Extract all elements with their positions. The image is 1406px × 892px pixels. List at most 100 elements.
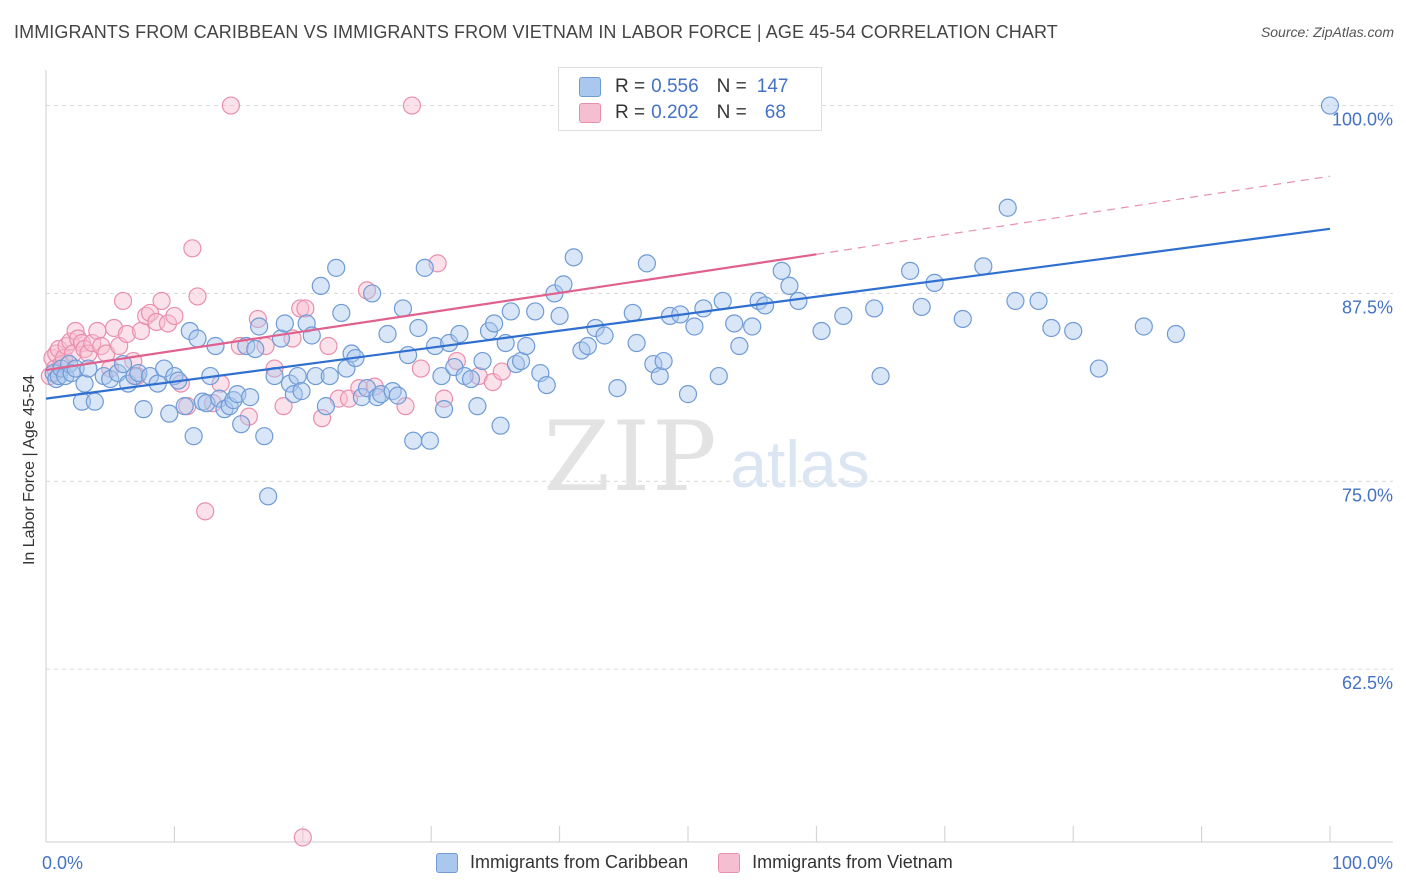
caribbean-point (953, 309, 972, 329)
caribbean-points (44, 96, 1340, 506)
caribbean-point (420, 431, 440, 450)
caribbean-point (678, 385, 698, 404)
caribbean-point (440, 333, 459, 353)
y-tick-label: 87.5% (1342, 297, 1393, 317)
caribbean-point (537, 375, 556, 395)
caribbean-point (501, 302, 520, 321)
caribbean-point (998, 198, 1017, 217)
caribbean-point (1006, 291, 1025, 311)
caribbean-point (506, 354, 526, 374)
caribbean-point (608, 379, 627, 398)
caribbean-point (743, 317, 762, 336)
caribbean-point (160, 404, 179, 423)
vietnam-point (312, 409, 332, 428)
vietnam-point (158, 314, 178, 333)
vietnam-point (196, 502, 215, 521)
vietnam-point (296, 299, 315, 318)
caribbean-point (271, 329, 291, 348)
caribbean-n-value: 147 (756, 76, 789, 97)
caribbean-r-value: 0.556 (651, 76, 699, 97)
vietnam-point (411, 359, 431, 378)
caribbean-point (650, 366, 669, 386)
caribbean-point (1166, 324, 1186, 344)
caribbean-point (623, 303, 642, 323)
caribbean-trend-line (45, 227, 1331, 400)
caribbean-point (627, 333, 646, 353)
vietnam-point (131, 321, 151, 341)
caribbean-point (288, 366, 307, 386)
caribbean-point (180, 321, 199, 341)
caribbean-point (564, 248, 583, 267)
caribbean-point (912, 297, 931, 317)
caribbean-point (709, 366, 728, 386)
caribbean-point (292, 382, 311, 401)
vietnam-point (365, 377, 384, 396)
caribbean-point (511, 351, 531, 371)
vietnam-swatch (579, 103, 601, 123)
caribbean-point (491, 416, 510, 435)
caribbean-point (311, 276, 330, 296)
caribbean-point (901, 261, 920, 280)
series-legend: Immigrants from Caribbean Immigrants fro… (436, 852, 983, 873)
caribbean-point (210, 389, 229, 408)
x-tick-min: 0.0% (42, 853, 84, 873)
caribbean-point (85, 392, 104, 411)
vietnam-point (319, 336, 338, 356)
vietnam-trend-line (45, 253, 817, 372)
vietnam-point (483, 372, 502, 392)
caribbean-point (320, 366, 339, 386)
vietnam-point (434, 389, 454, 408)
caribbean-point (246, 339, 265, 359)
caribbean-point (434, 400, 454, 419)
caribbean-point (409, 318, 428, 338)
y-tick-label: 75.0% (1342, 485, 1393, 505)
caribbean-point (780, 276, 799, 296)
vietnam-point (152, 291, 171, 311)
caribbean-legend-label: Immigrants from Caribbean (470, 852, 689, 872)
vietnam-point (113, 291, 133, 311)
caribbean-point (134, 400, 153, 419)
caribbean-point (595, 326, 614, 345)
y-tick-label: 62.5% (1342, 673, 1393, 693)
y-tick-label: 100.0% (1332, 110, 1393, 130)
caribbean-point (685, 317, 704, 336)
caribbean-point (275, 314, 294, 333)
caribbean-point (772, 261, 791, 280)
vietnam-point (165, 306, 184, 326)
caribbean-point (473, 351, 492, 371)
vietnam-point (221, 96, 240, 115)
legend-r-label: R = (615, 102, 646, 123)
axes (45, 70, 1393, 843)
caribbean-point (184, 427, 203, 446)
caribbean-point (404, 431, 423, 450)
source-label: Source: ZipAtlas.com (1260, 24, 1394, 40)
caribbean-point (188, 329, 207, 348)
caribbean-point (713, 291, 732, 311)
vietnam-n-value: 68 (764, 102, 786, 123)
caribbean-point (352, 388, 371, 407)
caribbean-point (75, 374, 94, 393)
vietnam-point (248, 309, 267, 329)
caribbean-point (129, 363, 148, 383)
caribbean-point (306, 366, 325, 386)
caribbean-point (865, 299, 884, 318)
vietnam-legend-swatch (718, 852, 741, 873)
caribbean-point (445, 357, 464, 377)
caribbean-point (637, 254, 657, 273)
legend-item-vietnam: Immigrants from Vietnam (718, 852, 953, 873)
caribbean-swatch (579, 77, 601, 97)
vietnam-point (239, 407, 258, 426)
caribbean-point (327, 258, 346, 277)
caribbean-point (755, 296, 775, 315)
watermark: ZIP atlas (543, 401, 869, 513)
caribbean-point (363, 284, 382, 303)
caribbean-point (485, 314, 504, 333)
trend-lines (45, 175, 1331, 400)
vietnam-point (188, 287, 207, 306)
caribbean-point (526, 302, 545, 321)
caribbean-point (1029, 291, 1048, 311)
caribbean-point (450, 324, 469, 344)
caribbean-point (725, 314, 744, 333)
caribbean-point (550, 306, 569, 326)
